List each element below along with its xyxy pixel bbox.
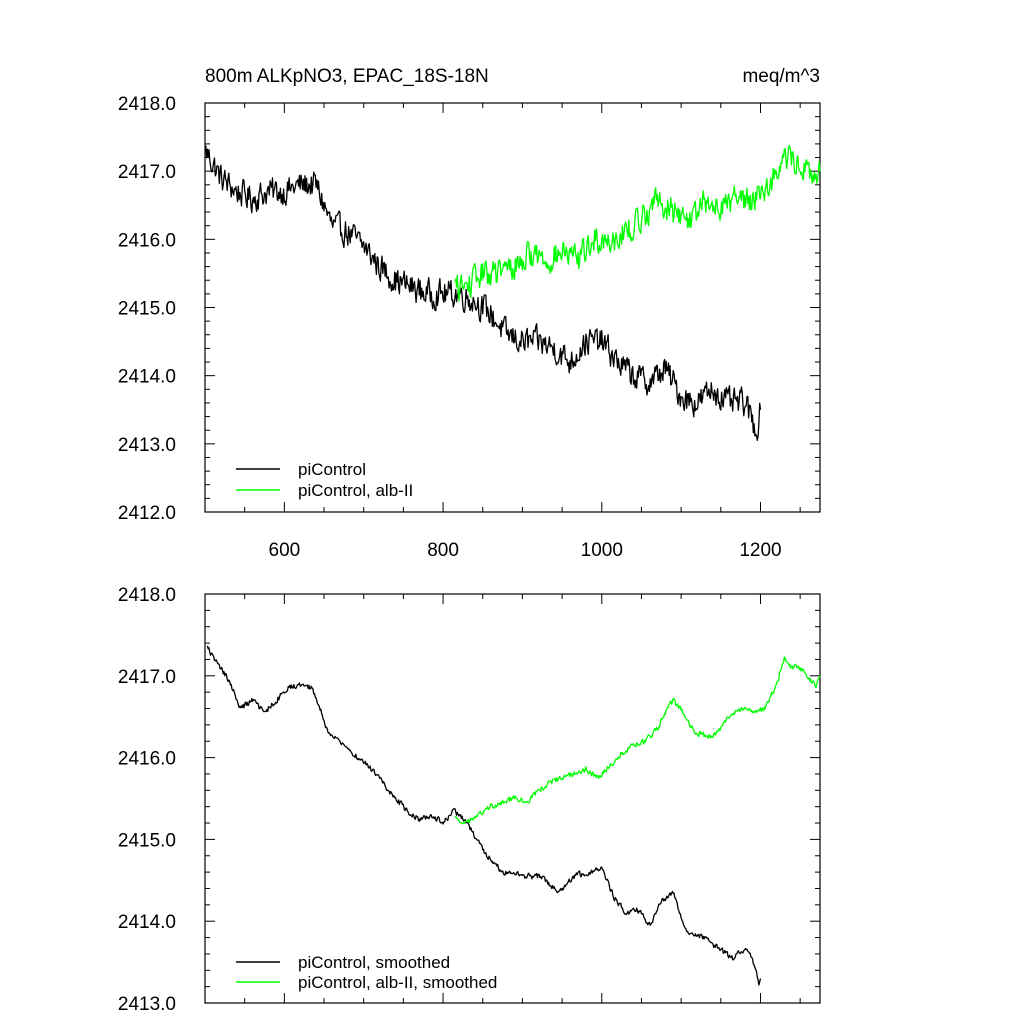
y-tick-label: 2416.0 [118,230,176,251]
chart-title: 800m ALKpNO3, EPAC_18S-18N [205,66,489,87]
y-tick-label: 2415.0 [118,830,176,851]
y-tick-label: 2412.0 [118,503,176,524]
y-tick-label: 2418.0 [118,585,176,606]
bottom-plot-frame [204,593,821,1004]
y-tick-label: 2417.0 [118,162,176,183]
y-tick-label: 2418.0 [118,94,176,115]
top-panel: 800m ALKpNO3, EPAC_18S-18N meq/m^3 600 80… [118,66,821,561]
y-tick-label: 2416.0 [118,749,176,770]
series-line-picontrol [205,145,762,442]
top-axis-ticks: 600 800 1000 1200 2412.0 2413.0 2414.0 2415.0 24… [118,94,820,561]
legend-label-picontrol: piControl [298,460,366,479]
legend-label-picontrol-alb-ii-smoothed: piControl, alb-II, smoothed [298,973,497,992]
x-tick-label: 800 [427,540,459,561]
y-tick-label: 2413.0 [118,435,176,456]
top-series-group [205,144,821,442]
top-legend: piControl piControl, alb-II [236,460,413,500]
y-tick-label: 2413.0 [118,994,176,1015]
units-label: meq/m^3 [742,66,820,87]
y-tick-label: 2414.0 [118,367,176,388]
legend-label-picontrol-smoothed: piControl, smoothed [298,953,450,972]
series-line-picontrol-smoothed [206,645,762,986]
y-tick-label: 2417.0 [118,667,176,688]
bottom-panel: 2413.0 2414.0 2415.0 2416.0 2417.0 2418.0 piC… [118,585,821,1015]
legend-label-picontrol-alb-ii: piControl, alb-II [298,481,413,500]
x-tick-label: 600 [269,540,301,561]
x-tick-label: 1200 [739,540,781,561]
bottom-axis-ticks: 2413.0 2414.0 2415.0 2416.0 2417.0 2418.0 [118,585,820,1015]
y-tick-label: 2415.0 [118,299,176,320]
series-line-picontrol-alb-ii-smoothed [454,656,821,825]
bottom-series-group [206,645,821,986]
bottom-legend: piControl, smoothed piControl, alb-II, s… [236,953,497,992]
series-line-picontrol-alb-ii [454,144,821,302]
y-tick-label: 2414.0 [118,912,176,933]
x-tick-label: 1000 [581,540,623,561]
